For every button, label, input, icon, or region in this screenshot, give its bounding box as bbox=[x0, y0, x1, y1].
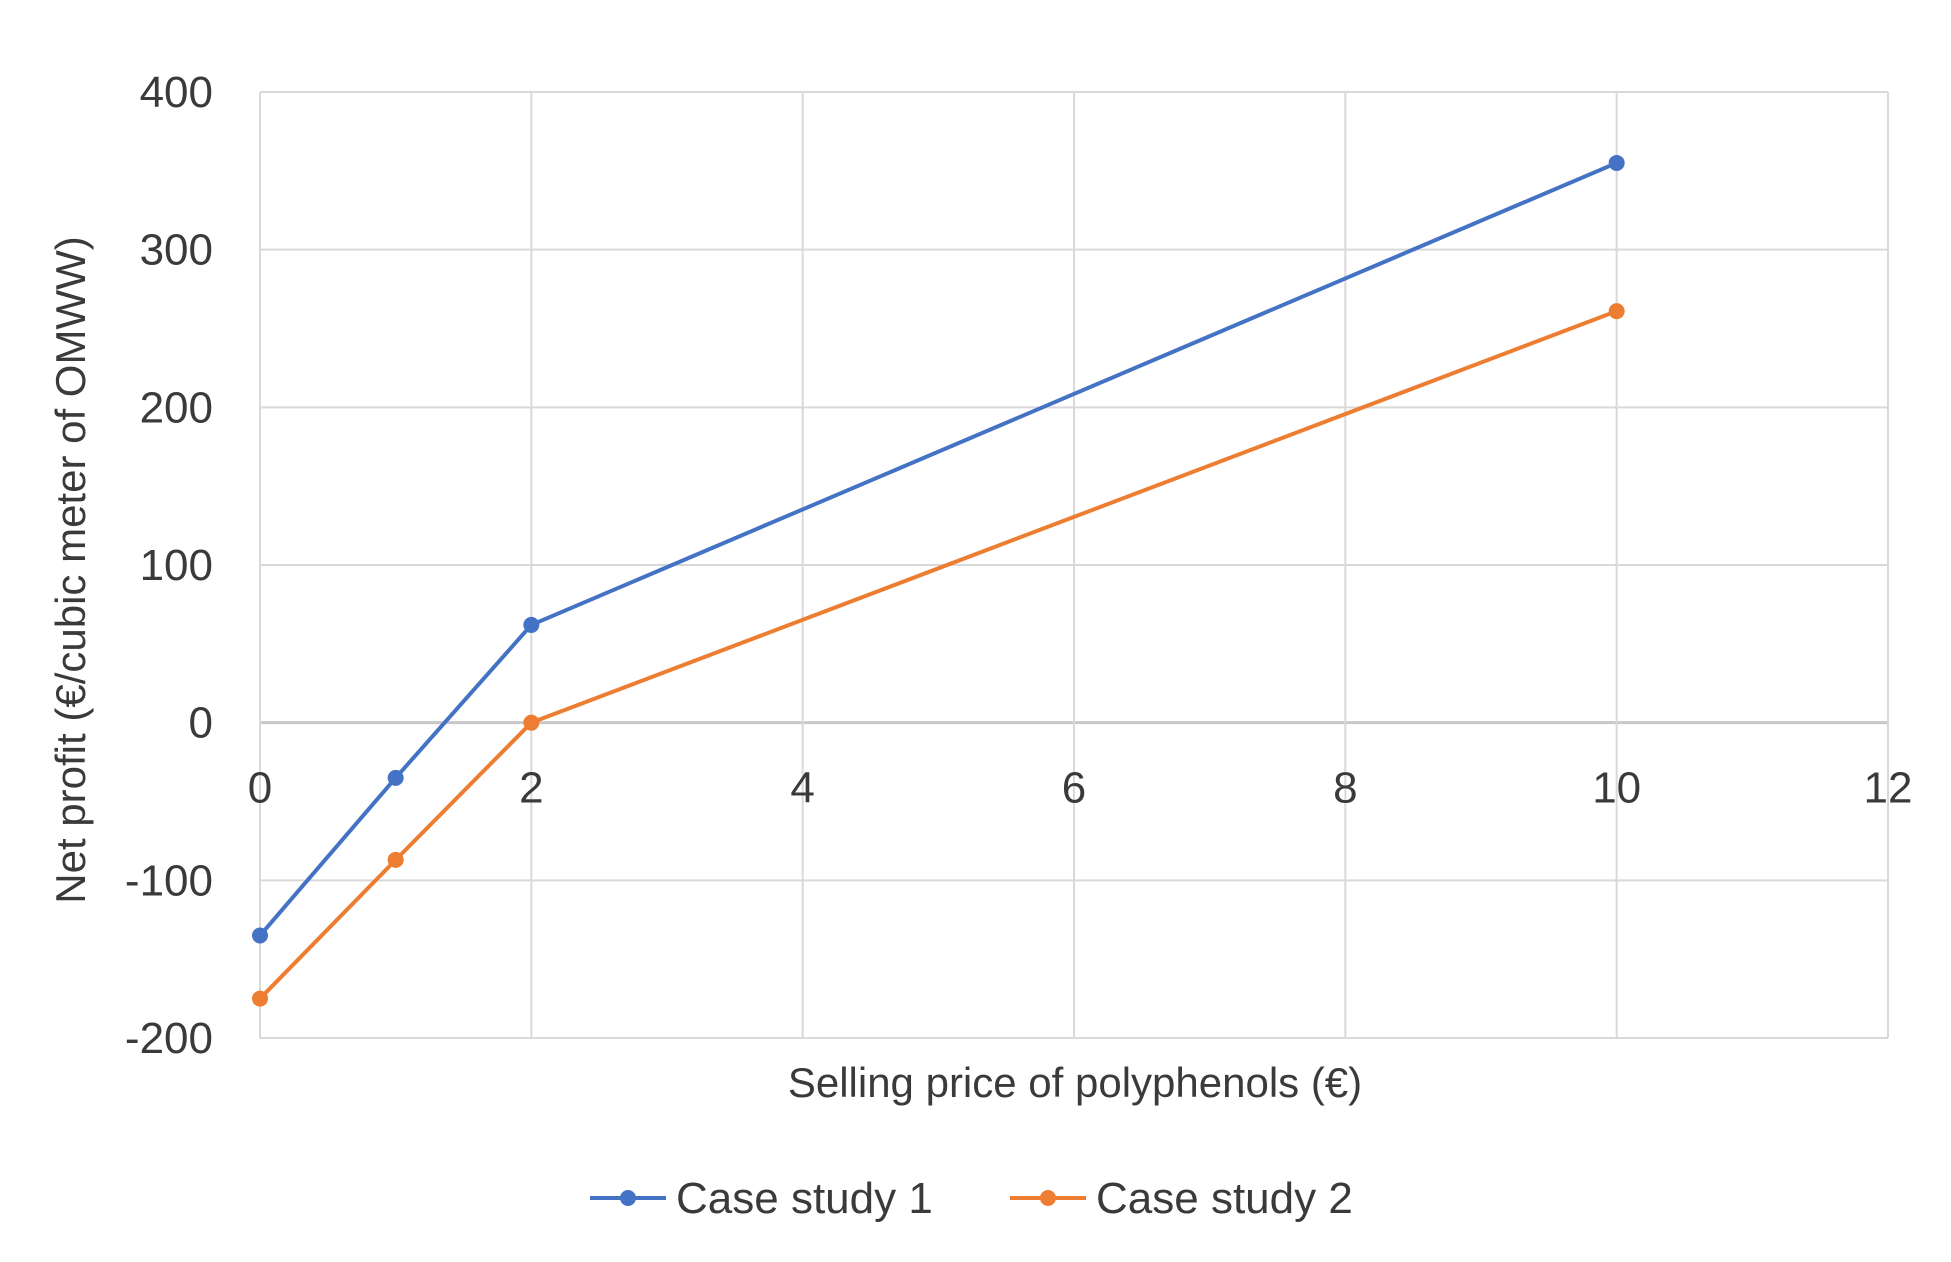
legend-swatch-marker bbox=[1040, 1190, 1056, 1206]
gridlines bbox=[259, 91, 1889, 1039]
legend-item: Case study 2 bbox=[1010, 1174, 1353, 1223]
data-point bbox=[1608, 154, 1625, 171]
x-tick-label: 0 bbox=[248, 764, 272, 813]
y-tick-label: -100 bbox=[125, 856, 213, 905]
data-point bbox=[387, 851, 404, 868]
x-tick-label: 12 bbox=[1864, 764, 1913, 813]
x-tick-label: 10 bbox=[1592, 764, 1641, 813]
y-tick-label: 400 bbox=[140, 68, 213, 117]
legend-swatch-marker bbox=[620, 1190, 636, 1206]
data-point bbox=[252, 927, 268, 944]
y-tick-label: 0 bbox=[189, 699, 213, 748]
series-1 bbox=[252, 154, 1625, 944]
y-tick-labels: -200 -100 0 100 200 300 400 bbox=[125, 68, 213, 1063]
legend-label: Case study 2 bbox=[1096, 1174, 1353, 1223]
x-tick-labels: 0 2 4 6 8 10 12 bbox=[248, 764, 1913, 813]
data-point bbox=[1608, 303, 1625, 320]
legend-item: Case study 1 bbox=[590, 1174, 933, 1223]
y-tick-label: 200 bbox=[140, 383, 213, 432]
x-tick-label: 8 bbox=[1333, 764, 1357, 813]
data-point bbox=[523, 616, 540, 633]
y-tick-label: -200 bbox=[125, 1014, 213, 1063]
x-tick-label: 6 bbox=[1062, 764, 1086, 813]
y-axis-title: Net profit (€/cubic meter of OMWW) bbox=[47, 236, 94, 903]
x-tick-label: 2 bbox=[519, 764, 543, 813]
series-2 bbox=[252, 303, 1625, 1007]
y-tick-label: 300 bbox=[140, 226, 213, 275]
series-line bbox=[258, 161, 1618, 937]
legend-label: Case study 1 bbox=[676, 1174, 933, 1223]
series-layer bbox=[252, 154, 1625, 1007]
y-tick-label: 100 bbox=[140, 541, 213, 590]
data-point bbox=[523, 714, 540, 731]
legend: Case study 1 Case study 2 bbox=[590, 1174, 1353, 1223]
x-axis-title: Selling price of polyphenols (€) bbox=[788, 1059, 1362, 1106]
data-point bbox=[387, 769, 404, 786]
data-point bbox=[252, 990, 268, 1007]
series-line bbox=[258, 309, 1618, 1000]
x-tick-label: 4 bbox=[790, 764, 814, 813]
